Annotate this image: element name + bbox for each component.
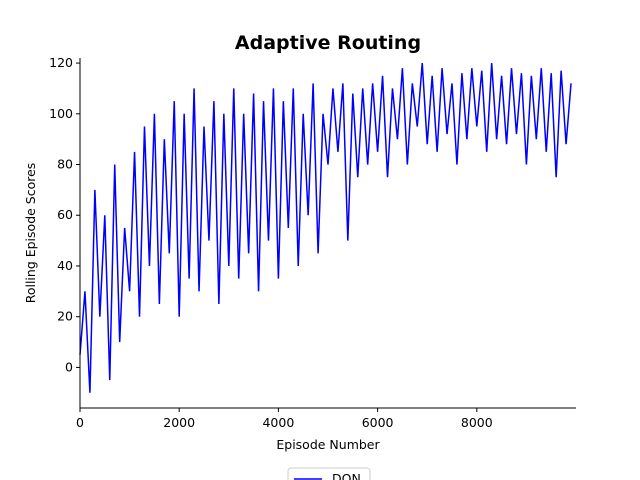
y-axis-label: Rolling Episode Scores [23, 163, 38, 304]
series-line [79, 63, 572, 393]
chart-title: Adaptive Routing [235, 32, 421, 54]
y-tick-label: 80 [57, 157, 73, 172]
y-tick-label: 100 [49, 106, 73, 121]
y-tick-label: 40 [57, 258, 73, 273]
legend-box [287, 467, 371, 480]
x-tick-label: 6000 [362, 415, 394, 430]
y-tick-label: 60 [57, 207, 73, 222]
x-axis-label: Episode Number [276, 437, 380, 452]
y-tick-label: 120 [49, 55, 73, 70]
x-tick-label: 2000 [163, 415, 195, 430]
x-tick-label: 0 [76, 415, 84, 430]
legend-label: DQN [332, 471, 361, 480]
y-tick-label: 20 [57, 309, 73, 324]
y-tick-label: 0 [65, 359, 73, 374]
x-tick-label: 8000 [461, 415, 493, 430]
x-tick-label: 4000 [262, 415, 294, 430]
